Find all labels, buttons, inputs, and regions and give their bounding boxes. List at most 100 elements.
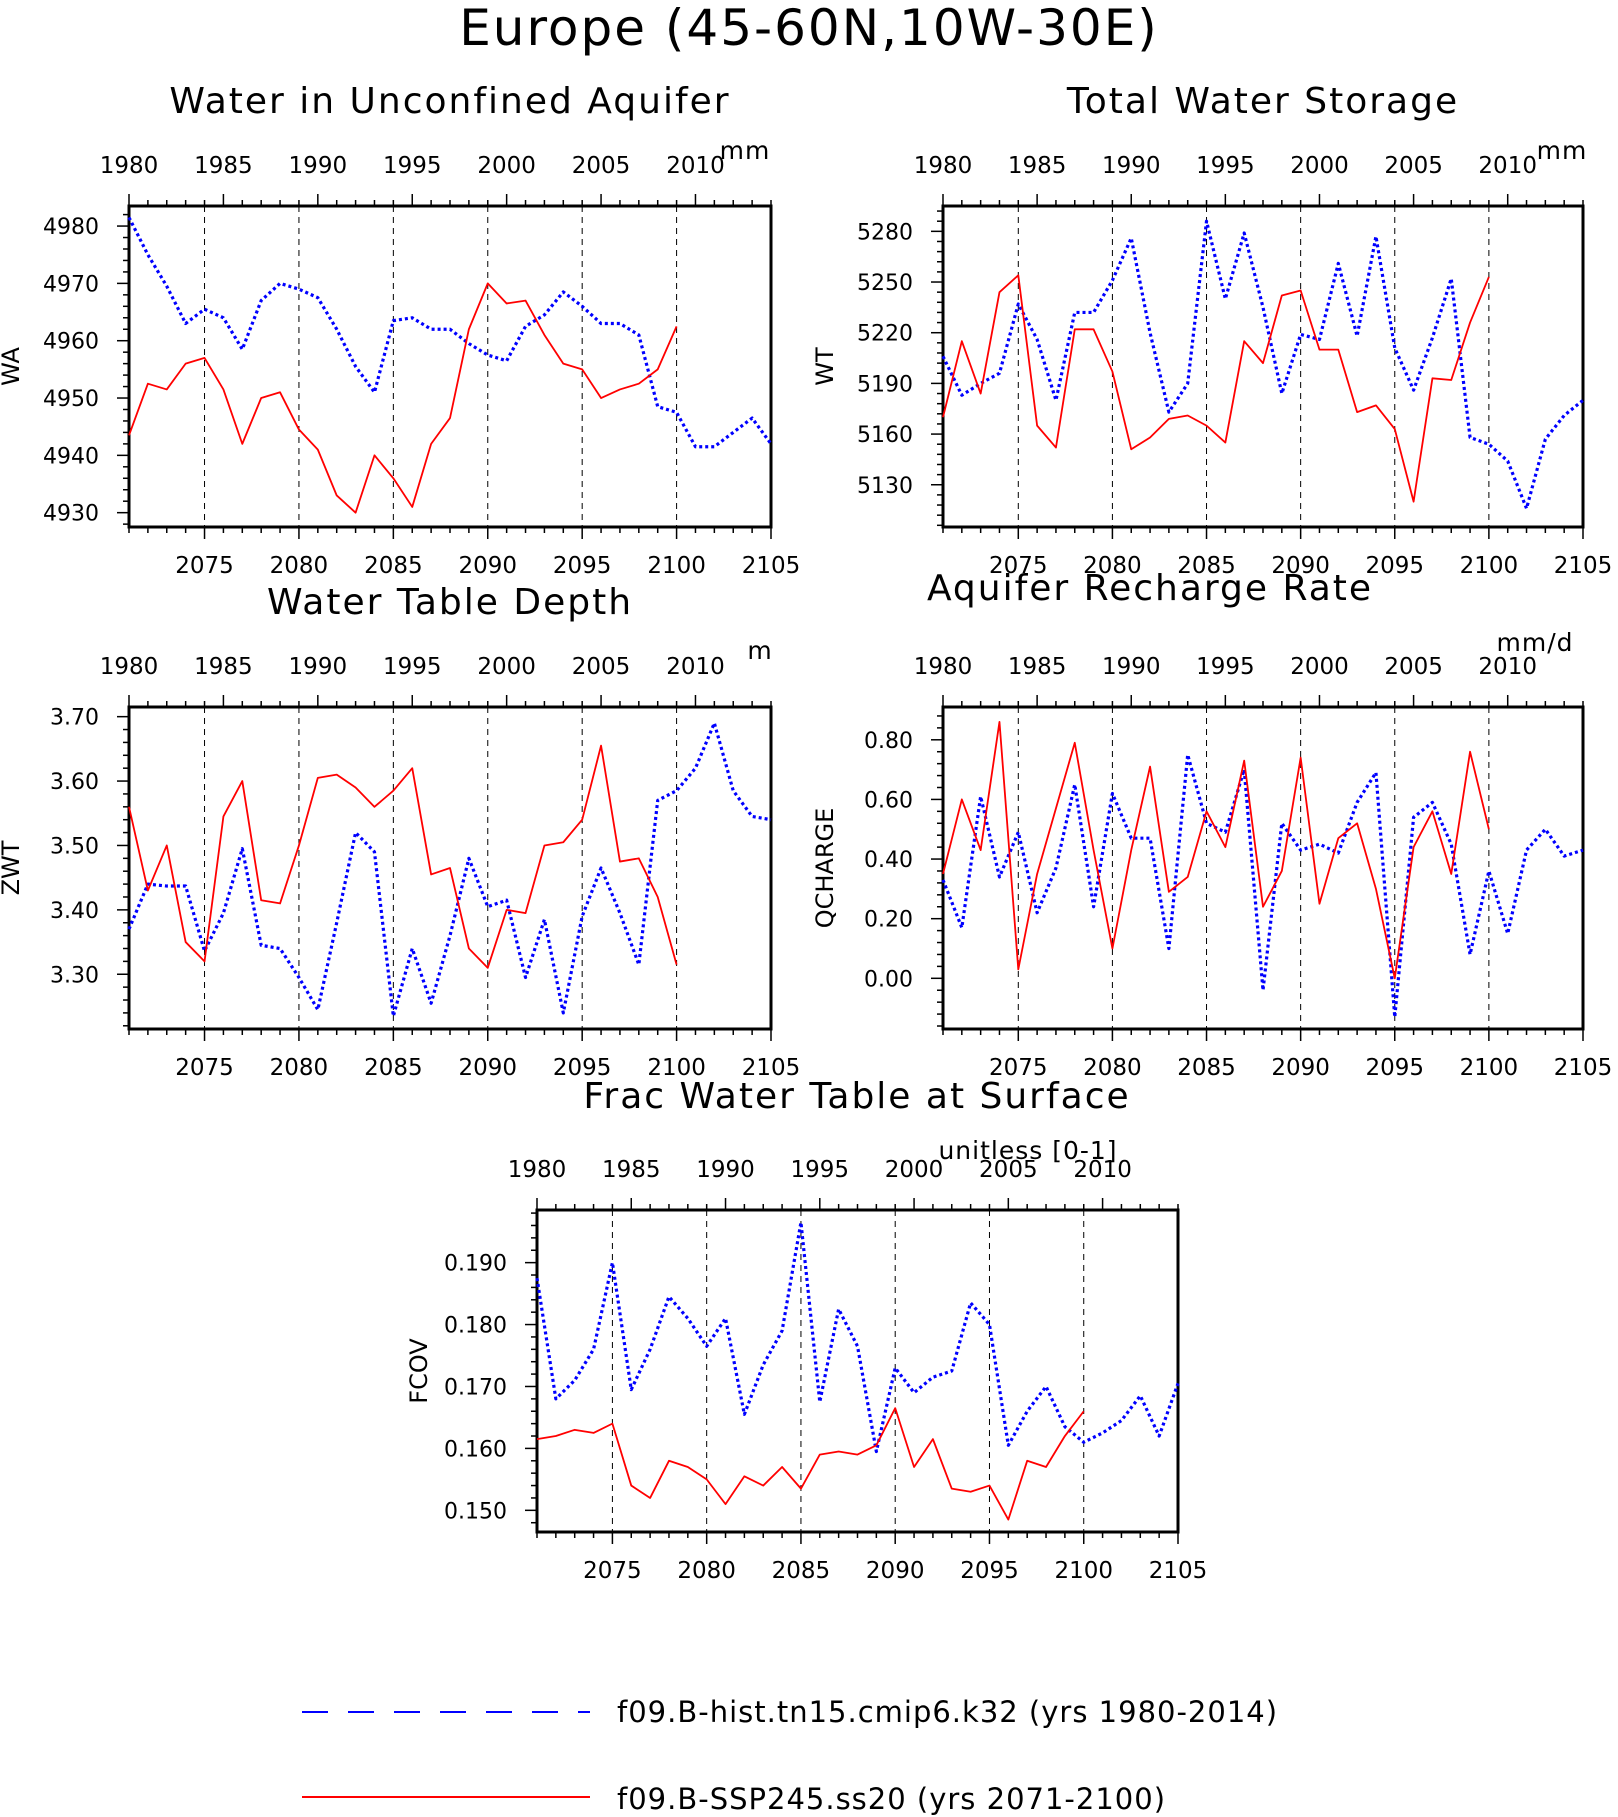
- top-axis-tick-label: 2000: [1290, 153, 1349, 179]
- top-axis-tick-label: 2005: [572, 153, 631, 179]
- top-axis-tick-label: 2000: [477, 153, 536, 179]
- top-axis-tick-label: 1990: [289, 654, 348, 680]
- y-axis-tick-label: 3.60: [50, 770, 99, 795]
- bottom-axis-tick-label: 2080: [270, 1055, 329, 1081]
- y-axis-tick-label: 5190: [857, 372, 913, 397]
- top-axis-tick-label: 1985: [194, 153, 253, 179]
- y-axis-tick-label: 0.180: [444, 1314, 507, 1339]
- chart-panel: Total Water Storage mm WT 1980 1985 1990 1995 2…: [811, 81, 1612, 579]
- y-axis-tick-label: 4930: [43, 502, 99, 527]
- y-axis-label: FCOV: [405, 1338, 433, 1404]
- bottom-axis-tick-label: 2095: [553, 1055, 612, 1081]
- bottom-axis-tick-label: 2095: [1365, 1055, 1424, 1081]
- legend: f09.B-hist.tn15.cmip6.k32 (yrs 1980-2014…: [302, 1695, 1278, 1816]
- top-axis-tick-label: 1990: [1102, 153, 1161, 179]
- top-axis-tick-label: 1985: [602, 1157, 661, 1183]
- top-axis-tick-label: 2005: [979, 1157, 1038, 1183]
- bottom-axis-tick-label: 2075: [989, 1055, 1048, 1081]
- bottom-axis-tick-label: 2080: [677, 1558, 736, 1584]
- bottom-axis-tick-label: 2090: [458, 1055, 517, 1081]
- y-axis-label: ZWT: [0, 840, 25, 895]
- bottom-axis-tick-label: 2075: [175, 553, 234, 579]
- units-label: mm: [1537, 136, 1588, 165]
- bottom-axis-tick-label: 2080: [1083, 1055, 1142, 1081]
- future-series-line: [536, 1407, 1085, 1521]
- top-axis-tick-label: 2010: [666, 654, 725, 680]
- bottom-axis-tick-label: 2100: [647, 553, 706, 579]
- units-label: mm: [720, 136, 771, 165]
- chart-title: Total Water Storage: [1066, 81, 1459, 122]
- y-axis-tick-label: 3.70: [50, 706, 99, 731]
- future-series-line: [942, 274, 1490, 503]
- chart-panel: Water in Unconfined Aquifer mm WA 1980 1985 1…: [0, 81, 800, 579]
- top-axis-tick-label: 2000: [477, 654, 536, 680]
- bottom-axis-tick-label: 2085: [364, 553, 423, 579]
- y-axis-tick-label: 4960: [43, 330, 99, 355]
- top-axis-tick-label: 1995: [383, 654, 442, 680]
- plot-frame: [127, 204, 773, 529]
- y-axis-tick-label: 0.80: [864, 729, 913, 754]
- bottom-axis-tick-label: 2105: [742, 1055, 801, 1081]
- chart-panel: Frac Water Table at Surface unitless [0-1…: [405, 1076, 1207, 1584]
- bottom-axis-tick-label: 2090: [458, 553, 517, 579]
- hist-series-line: [127, 216, 773, 449]
- y-axis-tick-label: 3.40: [50, 899, 99, 924]
- y-axis-tick-label: 5220: [857, 322, 913, 347]
- y-axis-tick-label: 5250: [857, 271, 913, 296]
- y-axis-tick-label: 0.40: [864, 848, 913, 873]
- top-axis-tick-label: 1980: [914, 654, 973, 680]
- y-axis-tick-label: 0.170: [444, 1375, 507, 1400]
- top-axis-tick-label: 1985: [1008, 654, 1067, 680]
- bottom-axis-tick-label: 2085: [1177, 1055, 1236, 1081]
- bottom-axis-tick-label: 2105: [1554, 553, 1613, 579]
- bottom-axis-tick-label: 2095: [960, 1558, 1019, 1584]
- bottom-axis-tick-label: 2105: [1149, 1558, 1208, 1584]
- bottom-axis-tick-label: 2075: [175, 1055, 234, 1081]
- bottom-axis-tick-label: 2075: [989, 553, 1048, 579]
- plot-frame: [535, 1208, 1180, 1534]
- bottom-axis-tick-label: 2105: [742, 553, 801, 579]
- top-axis-tick-label: 2000: [885, 1157, 944, 1183]
- bottom-axis-tick-label: 2085: [1177, 553, 1236, 579]
- chart-panels: Water in Unconfined Aquifer mm WA 1980 1985 1…: [0, 81, 1612, 1584]
- bottom-axis-tick-label: 2075: [583, 1558, 642, 1584]
- future-series-line: [942, 721, 1490, 980]
- top-axis-tick-label: 1990: [1102, 654, 1161, 680]
- top-axis-tick-label: 1985: [1008, 153, 1067, 179]
- top-axis-tick-label: 2000: [1290, 654, 1349, 680]
- chart-title: Aquifer Recharge Rate: [927, 568, 1373, 609]
- units-label: mm/d: [1497, 628, 1574, 657]
- top-axis-tick-label: 2005: [572, 654, 631, 680]
- y-axis-label: QCHARGE: [811, 808, 839, 929]
- legend-hist-label: f09.B-hist.tn15.cmip6.k32 (yrs 1980-2014…: [617, 1695, 1278, 1729]
- chart-panel: Water Table Depth m ZWT 1980 1985 1990 1995 200…: [0, 582, 800, 1081]
- top-axis-tick-label: 1980: [508, 1157, 567, 1183]
- top-axis-tick-label: 2005: [1384, 153, 1443, 179]
- y-axis-tick-label: 4980: [43, 215, 99, 240]
- top-axis-tick-label: 1995: [383, 153, 442, 179]
- legend-future-label: f09.B-SSP245.ss20 (yrs 2071-2100): [617, 1782, 1166, 1816]
- top-axis-tick-label: 1995: [791, 1157, 850, 1183]
- bottom-axis-tick-label: 2085: [772, 1558, 831, 1584]
- hist-series-line: [941, 753, 1584, 1019]
- y-axis-tick-label: 4940: [43, 444, 99, 469]
- y-axis-tick-label: 4970: [43, 272, 99, 297]
- top-axis-tick-label: 1990: [289, 153, 348, 179]
- y-axis-tick-label: 0.20: [864, 908, 913, 933]
- top-axis-tick-label: 2010: [1478, 654, 1537, 680]
- top-axis-tick-label: 2010: [1478, 153, 1537, 179]
- y-axis-tick-label: 3.30: [50, 963, 99, 988]
- top-axis-tick-label: 1985: [194, 654, 253, 680]
- y-axis-tick-label: 0.150: [444, 1499, 507, 1524]
- top-axis-tick-label: 1990: [696, 1157, 755, 1183]
- y-axis-tick-label: 0.160: [444, 1437, 507, 1462]
- y-axis-tick-label: 0.00: [864, 967, 913, 992]
- bottom-axis-tick-label: 2100: [1460, 553, 1519, 579]
- top-axis-tick-label: 1980: [100, 654, 159, 680]
- top-axis-tick-label: 2010: [1073, 1157, 1132, 1183]
- top-axis-tick-label: 1980: [100, 153, 159, 179]
- y-axis-tick-label: 5280: [857, 220, 913, 245]
- y-axis-label: WT: [811, 347, 839, 386]
- bottom-axis-tick-label: 2080: [270, 553, 329, 579]
- plot-frame: [941, 204, 1585, 529]
